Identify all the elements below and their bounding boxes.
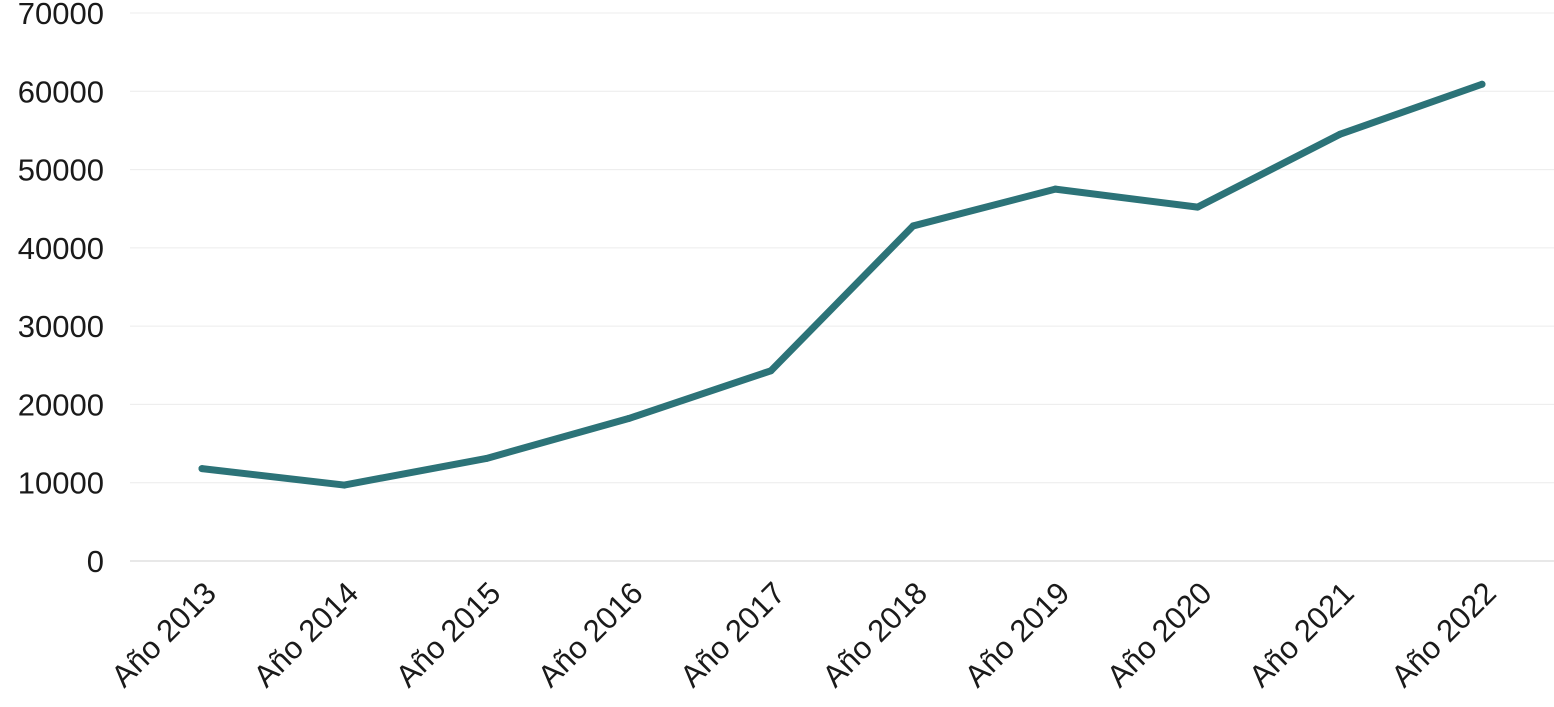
y-tick-label: 30000 <box>18 309 104 344</box>
x-axis: Año 2013 Año 2014 Año 2015 Año 2016 Año 2017… <box>104 575 1503 694</box>
y-tick-label: 0 <box>87 544 104 579</box>
data-point <box>1478 80 1486 88</box>
y-tick-label: 60000 <box>18 74 104 109</box>
x-tick-label: Año 2014 <box>247 575 366 694</box>
x-tick-label: Año 2021 <box>1242 575 1361 694</box>
x-tick-label: Año 2013 <box>104 575 223 694</box>
data-point <box>767 367 775 375</box>
data-point <box>1336 130 1344 138</box>
data-point <box>1051 185 1059 193</box>
y-tick-label: 20000 <box>18 387 104 422</box>
gridlines <box>130 12 1554 562</box>
x-tick-label: Año 2017 <box>673 575 792 694</box>
data-point <box>340 481 348 489</box>
x-tick-label: Año 2018 <box>815 575 934 694</box>
series-layer <box>198 80 1486 489</box>
data-point <box>482 454 490 462</box>
x-tick-label: Año 2019 <box>958 575 1077 694</box>
data-point <box>909 222 917 230</box>
y-tick-label: 10000 <box>18 466 104 501</box>
y-tick-label: 50000 <box>18 153 104 188</box>
x-tick-label: Año 2022 <box>1384 575 1503 694</box>
y-tick-label: 70000 <box>18 0 104 31</box>
data-point <box>625 415 633 423</box>
x-tick-label: Año 2015 <box>389 575 508 694</box>
y-tick-label: 40000 <box>18 231 104 266</box>
y-axis: 0 10000 20000 30000 40000 50000 60000 70000 <box>18 0 104 579</box>
x-tick-label: Año 2016 <box>531 575 650 694</box>
series-line <box>198 80 1486 489</box>
data-point <box>1194 203 1202 211</box>
x-tick-label: Año 2020 <box>1100 575 1219 694</box>
data-point <box>198 465 206 473</box>
